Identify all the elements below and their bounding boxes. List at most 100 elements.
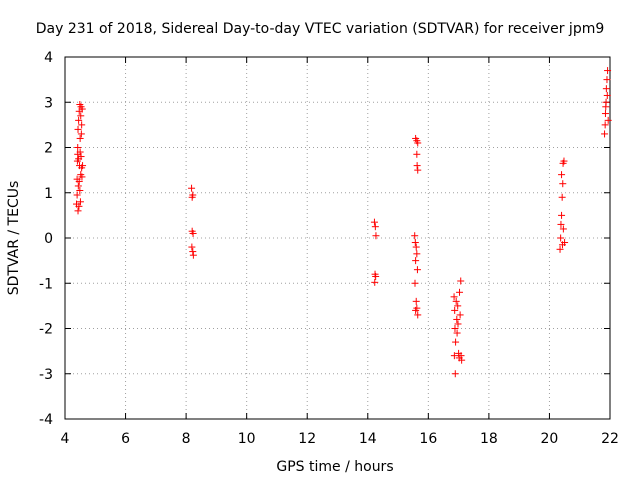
y-tick-label: -4 bbox=[39, 412, 53, 428]
x-tick-label: 18 bbox=[480, 431, 498, 447]
data-point bbox=[188, 243, 196, 251]
data-point bbox=[74, 182, 82, 190]
x-tick-label: 4 bbox=[61, 431, 70, 447]
data-point bbox=[453, 315, 461, 323]
data-point bbox=[411, 279, 419, 287]
data-point bbox=[77, 130, 85, 138]
data-point bbox=[413, 150, 421, 158]
data-point bbox=[413, 266, 421, 274]
y-tick-label: -3 bbox=[39, 367, 53, 383]
data-point bbox=[77, 112, 85, 120]
data-point bbox=[78, 121, 86, 129]
y-tick-label: 4 bbox=[44, 50, 53, 66]
data-point bbox=[451, 370, 459, 378]
data-point bbox=[560, 157, 568, 165]
data-point bbox=[76, 198, 84, 206]
y-axis-label: SDTVAR / TECUs bbox=[6, 181, 22, 296]
data-point bbox=[412, 306, 420, 314]
data-point bbox=[604, 67, 612, 75]
data-point bbox=[77, 153, 85, 161]
data-point bbox=[453, 329, 461, 337]
data-point bbox=[371, 223, 379, 231]
data-point bbox=[74, 144, 82, 151]
data-point bbox=[452, 338, 460, 346]
data-point bbox=[451, 306, 459, 314]
data-point bbox=[602, 85, 610, 93]
data-point bbox=[561, 239, 569, 247]
data-point bbox=[556, 245, 564, 253]
data-point bbox=[558, 193, 566, 201]
data-point bbox=[76, 134, 84, 142]
data-point bbox=[557, 234, 565, 242]
axis-ticks bbox=[64, 56, 611, 420]
data-point bbox=[602, 103, 610, 111]
data-point bbox=[370, 218, 378, 226]
data-point bbox=[78, 173, 86, 181]
data-point bbox=[450, 293, 458, 301]
data-point bbox=[189, 248, 197, 256]
x-tick-label: 8 bbox=[182, 431, 191, 447]
data-point bbox=[604, 116, 612, 124]
x-tick-labels: 4 6 8 10 12 14 16 18 20 22 bbox=[61, 431, 619, 447]
data-point bbox=[414, 311, 422, 319]
data-points bbox=[73, 67, 612, 378]
data-point bbox=[189, 251, 197, 259]
data-point bbox=[559, 180, 567, 188]
data-point bbox=[413, 162, 421, 170]
data-point bbox=[558, 211, 566, 219]
data-point bbox=[413, 250, 421, 258]
y-tick-label: 0 bbox=[44, 231, 53, 247]
data-point bbox=[457, 277, 465, 285]
y-tick-label: -1 bbox=[39, 276, 53, 292]
data-point bbox=[372, 272, 380, 280]
data-point bbox=[456, 288, 464, 296]
y-tick-label: 3 bbox=[44, 95, 53, 111]
x-tick-label: 6 bbox=[121, 431, 130, 447]
data-point bbox=[189, 229, 197, 237]
data-point bbox=[454, 302, 462, 310]
data-point bbox=[457, 352, 465, 360]
data-point bbox=[458, 356, 466, 364]
data-point bbox=[76, 186, 84, 194]
data-point bbox=[557, 220, 565, 228]
data-point bbox=[74, 125, 82, 133]
data-point bbox=[603, 91, 611, 99]
data-point bbox=[603, 76, 611, 84]
data-point bbox=[559, 225, 567, 233]
data-point bbox=[412, 243, 420, 251]
data-point bbox=[450, 352, 458, 360]
data-point bbox=[371, 278, 379, 286]
data-point bbox=[73, 191, 81, 199]
data-point bbox=[75, 202, 83, 210]
grid-lines bbox=[65, 57, 610, 419]
data-point bbox=[601, 121, 609, 129]
data-point bbox=[601, 130, 609, 138]
x-tick-label: 16 bbox=[419, 431, 437, 447]
x-tick-label: 14 bbox=[359, 431, 377, 447]
data-point bbox=[558, 171, 566, 179]
data-point bbox=[414, 139, 422, 147]
data-point bbox=[188, 184, 196, 192]
data-point bbox=[601, 110, 609, 118]
data-point bbox=[372, 232, 380, 240]
chart-title: Day 231 of 2018, Sidereal Day-to-day VTE… bbox=[36, 21, 605, 37]
y-tick-label: 1 bbox=[44, 186, 53, 202]
data-point bbox=[454, 320, 462, 328]
data-point bbox=[411, 239, 419, 247]
x-tick-label: 22 bbox=[601, 431, 619, 447]
data-point bbox=[452, 297, 460, 305]
x-axis-label: GPS time / hours bbox=[276, 459, 393, 475]
data-point bbox=[411, 232, 419, 240]
data-point bbox=[451, 325, 459, 332]
data-point bbox=[78, 105, 86, 113]
data-point bbox=[79, 162, 87, 170]
data-point bbox=[75, 177, 83, 185]
data-point bbox=[75, 116, 83, 124]
data-point bbox=[414, 166, 422, 174]
data-point bbox=[412, 297, 420, 305]
y-tick-label: -2 bbox=[39, 322, 53, 338]
x-tick-label: 20 bbox=[541, 431, 559, 447]
x-tick-label: 10 bbox=[238, 431, 256, 447]
